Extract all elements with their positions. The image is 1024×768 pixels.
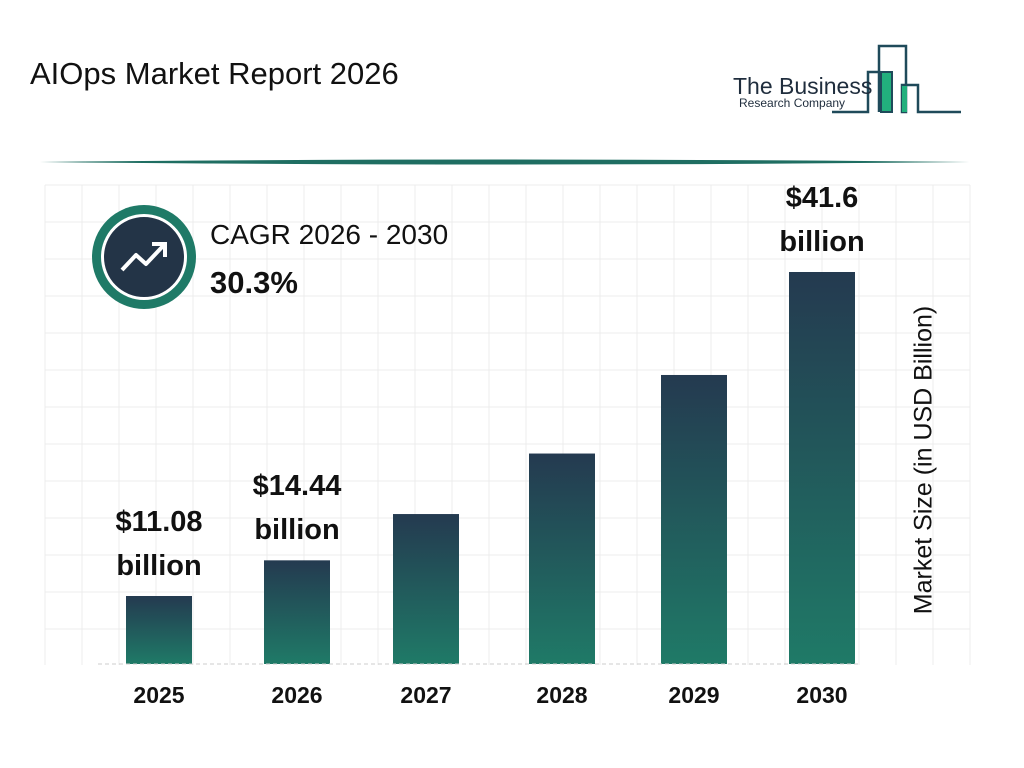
data-label: $11.08 billion: [115, 506, 203, 582]
bar-2028: [529, 453, 595, 664]
y-axis-label: Market Size (in USD Billion): [909, 305, 938, 615]
x-tick-label: 2027: [400, 682, 452, 708]
cagr-value: 30.3%: [210, 265, 298, 300]
bar-2030: [789, 272, 855, 664]
data-label: $41.6 billion: [779, 182, 865, 258]
x-tick-label: 2025: [133, 682, 185, 708]
x-tick-label: 2029: [668, 682, 720, 708]
bar-2026: [264, 560, 330, 664]
logo-buildings-icon: [832, 44, 961, 114]
grid: [44, 184, 971, 665]
company-logo: The Business Research Company: [720, 40, 970, 120]
x-tick-label: 2028: [536, 682, 588, 708]
page-title: AIOps Market Report 2026: [30, 56, 399, 91]
data-label: $14.44 billion: [252, 470, 342, 547]
bar-2029: [661, 374, 727, 664]
x-tick-label: 2026: [271, 682, 323, 708]
logo-text-primary: The Business: [733, 73, 873, 99]
bars: [126, 272, 855, 664]
header-divider: [40, 159, 970, 165]
trending-up-icon: [120, 242, 167, 272]
x-tick-label: 2030: [796, 682, 848, 708]
bar-2025: [126, 596, 192, 664]
bar-2027: [393, 514, 459, 664]
cagr-badge: [92, 205, 196, 309]
logo-text-secondary: Research Company: [739, 96, 846, 110]
cagr-label: CAGR 2026 - 2030: [210, 219, 449, 250]
